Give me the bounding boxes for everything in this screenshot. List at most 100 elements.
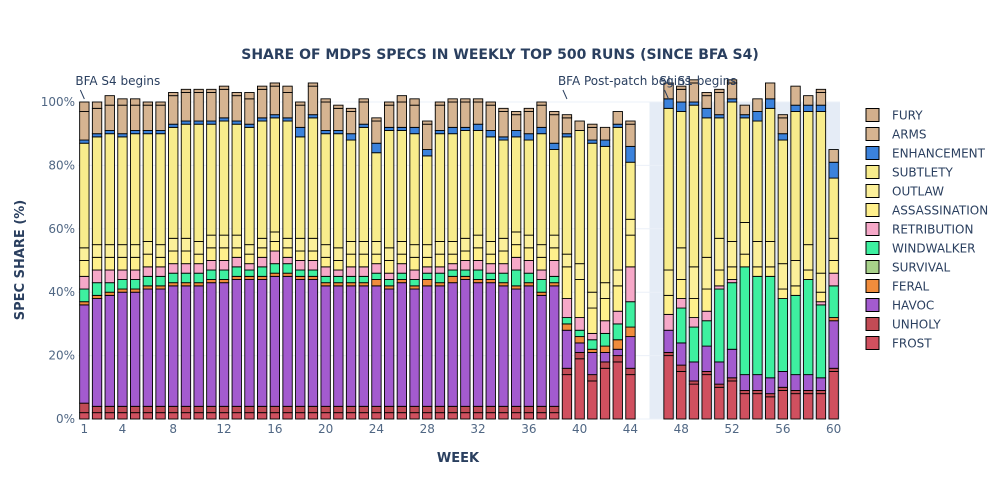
bar-segment [815,88,827,93]
bar-segment [231,405,242,414]
bar-segment [549,412,560,420]
bar-segment [358,266,369,277]
bar-segment [422,405,433,414]
annotation-label: SL S1 begins [660,74,737,88]
bar-segment [295,269,306,277]
bar-segment [231,123,242,236]
bar-segment [231,95,242,122]
bar-segment [333,269,344,277]
bar-segment [447,253,458,265]
bar-segment [485,412,496,420]
y-tick-label: 80% [48,158,75,172]
bar-segment [371,241,382,255]
legend-label: SURVIVAL [892,261,950,275]
x-tick-label: 32 [470,422,485,436]
bar-segment [752,98,763,112]
bar-segment [396,279,407,284]
bar-segment [587,348,598,353]
bar-segment [282,117,293,122]
bar-segment [168,285,179,407]
bar-segment [434,241,446,255]
bar-segment [155,405,166,414]
bar-segment [155,256,166,268]
y-axis-label: SPEC SHARE (%) [13,200,28,320]
bar-segment [536,133,547,246]
bar-segment [434,266,446,274]
bar-segment [269,85,280,116]
bar-segment [117,412,128,420]
bar-segment [320,412,331,420]
bar-segment [612,285,623,312]
bar-segment [777,139,788,265]
bar-segment [536,126,547,135]
bar-segment [714,92,725,116]
bar-segment [396,253,407,265]
bar-segment [257,120,268,239]
bar-segment [523,260,534,274]
bar-segment [371,142,382,154]
bar-segment [561,298,573,319]
bar-segment [612,111,623,125]
bar-segment [409,285,420,290]
bar-segment [396,101,407,128]
bar-segment [91,405,103,414]
legend-swatch [865,165,880,179]
bar-segment [168,123,179,128]
bar-segment [803,244,814,271]
bar-segment [269,82,280,87]
bar-segment [79,139,90,144]
bar-segment [269,412,280,420]
bar-segment [523,272,534,284]
bar-segment [206,405,217,414]
bar-segment [765,396,776,420]
legend-label: WINDWALKER [892,242,976,256]
bar-segment [193,405,204,414]
bar-segment [117,256,128,271]
bar-segment [345,139,357,242]
bar-segment [155,275,166,287]
bar-segment [91,412,103,420]
bar-segment [396,272,407,280]
bar-segment [180,250,192,265]
bar-segment [511,269,522,287]
bar-segment [409,126,420,135]
legend[interactable]: FURY ARMS ENHANCEMENT SUBTLETY OUTLAW ASSASSI… [865,108,988,351]
bar-segment [549,114,560,144]
legend-label: FURY [892,109,923,123]
bar-segment [815,377,827,391]
bar-segment [91,136,103,246]
bar-segment [714,237,725,271]
bar-segment [371,285,382,407]
bar-segment [130,130,141,135]
bar-segment [282,256,293,265]
bar-segment [574,358,585,420]
bar-segment [396,405,407,414]
bar-segment [663,355,674,420]
bar-segment [117,405,128,414]
bar-segment [193,253,204,265]
legend-label: ASSASSINATION [892,204,988,218]
bar-segment [180,263,192,274]
bar-segment [828,285,839,319]
bar-segment [739,374,750,391]
bar-segment [104,294,115,407]
bar-segment [269,241,280,252]
bar-segment [625,120,636,125]
bar-segment [193,88,204,93]
bar-segment [231,256,242,268]
bar-segment [231,412,242,420]
legend-swatch [865,241,880,255]
bar-segment [625,234,636,268]
bar-segment [625,161,636,220]
bar-segment [218,120,230,236]
bar-segment [561,136,573,255]
legend-label: OUTLAW [892,185,944,199]
bar-segment [142,130,153,135]
bar-segment [676,88,687,103]
bar-segment [765,266,776,277]
bar-segment [371,263,382,274]
bar-segment [815,301,827,306]
x-tick-label: 48 [674,422,689,436]
bar-segment [384,126,395,131]
bar-segment [396,412,407,420]
